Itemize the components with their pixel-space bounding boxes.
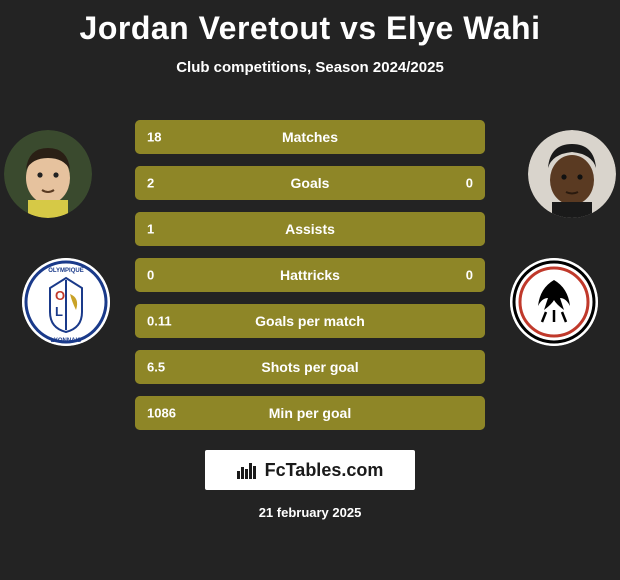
club-left-name-top: OLYMPIQUE [48, 268, 83, 274]
avatar-right-eye-l [561, 174, 566, 179]
stat-label: Hattricks [135, 267, 485, 283]
page-subtitle: Club competitions, Season 2024/2025 [0, 59, 620, 76]
stat-row-shots-per-goal: 6.5 Shots per goal [135, 350, 485, 384]
club-right-svg [510, 258, 598, 346]
avatar-right-eye-r [577, 174, 582, 179]
avatar-left-eye-l [37, 172, 42, 177]
stat-row-goals: 2 Goals 0 [135, 166, 485, 200]
stat-row-assists: 1 Assists [135, 212, 485, 246]
club-left-svg: O L OLYMPIQUE LYONNAIS [22, 258, 110, 346]
stat-label: Goals per match [135, 313, 485, 329]
stat-row-min-per-goal: 1086 Min per goal [135, 396, 485, 430]
player-right-avatar [528, 130, 616, 218]
stat-row-matches: 18 Matches [135, 120, 485, 154]
stats-container: 18 Matches 2 Goals 0 1 Assists 0 Hattric… [135, 120, 485, 442]
club-left-o: O [55, 288, 65, 303]
stat-row-goals-per-match: 0.11 Goals per match [135, 304, 485, 338]
stat-label: Matches [135, 129, 485, 145]
page-title: Jordan Veretout vs Elye Wahi [0, 0, 620, 47]
stat-value-right: 0 [466, 176, 473, 191]
avatar-left-shirt [28, 200, 68, 218]
player-left-avatar [4, 130, 92, 218]
stat-label: Goals [135, 175, 485, 191]
stat-label: Assists [135, 221, 485, 237]
brand-box: FcTables.com [205, 450, 415, 490]
club-left-name-bot: LYONNAIS [51, 338, 81, 344]
avatar-right-svg [528, 130, 616, 218]
brand-bars-icon [237, 461, 259, 479]
avatar-left-svg [4, 130, 92, 218]
stat-value-right: 0 [466, 268, 473, 283]
brand-text: FcTables.com [265, 460, 384, 481]
club-right-logo [510, 258, 598, 346]
stat-label: Min per goal [135, 405, 485, 421]
stat-label: Shots per goal [135, 359, 485, 375]
stat-row-hattricks: 0 Hattricks 0 [135, 258, 485, 292]
avatar-right-shirt [552, 202, 592, 218]
avatar-right-face [550, 155, 594, 205]
date-label: 21 february 2025 [0, 505, 620, 520]
club-left-logo: O L OLYMPIQUE LYONNAIS [22, 258, 110, 346]
club-left-l: L [55, 304, 63, 319]
avatar-left-eye-r [53, 172, 58, 177]
club-right-bg [510, 258, 598, 346]
